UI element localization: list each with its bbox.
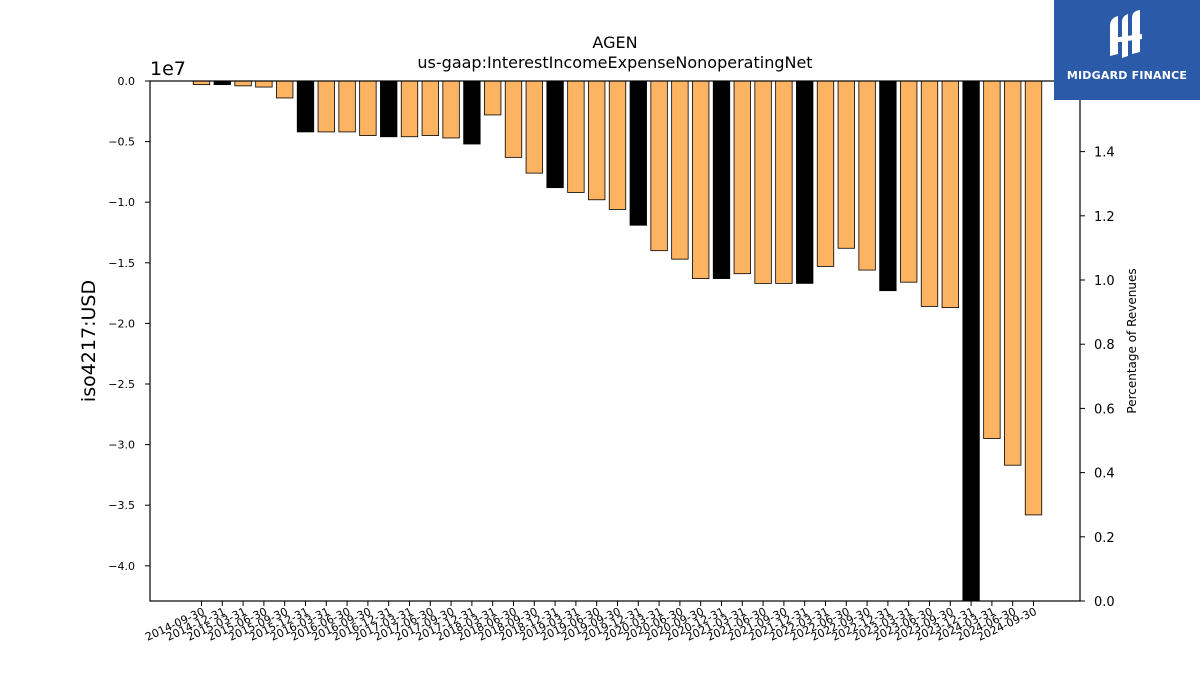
bar-2020-09-30 <box>692 80 710 279</box>
bar-2020-12-31 <box>712 80 731 279</box>
bar-2016-06-30 <box>338 80 356 133</box>
bar-2016-03-31 <box>317 80 335 133</box>
logo-box: MIDGARD FINANCE <box>1054 0 1200 100</box>
y2-tick-label: 1.2 <box>1094 210 1115 225</box>
bar-2018-06-30 <box>504 80 523 158</box>
bar-2022-03-31 <box>816 80 835 267</box>
bar-2018-12-31 <box>546 80 564 189</box>
bar-2021-09-30 <box>775 80 793 284</box>
y2-tick-label: 0.0 <box>1094 595 1115 610</box>
bar-2024-03-31 <box>983 80 1001 439</box>
y-axis-label: iso4217:USD <box>78 280 100 402</box>
bar-2019-06-30 <box>588 80 606 201</box>
y-tick-label: 0.0 <box>118 75 136 88</box>
y2-tick-label: 0.4 <box>1094 467 1115 482</box>
bar-2017-09-30 <box>442 80 460 139</box>
y-tick-label: −2.5 <box>108 378 135 391</box>
bar-2015-12-31 <box>296 80 315 133</box>
y2-tick-label: 1.4 <box>1094 146 1115 161</box>
y-offset-label: 1e7 <box>150 58 186 80</box>
bar-2024-06-30 <box>1004 80 1022 466</box>
logo-mark-icon <box>1110 10 1142 58</box>
bar-2015-09-30 <box>276 80 294 99</box>
bar-2015-06-30 <box>255 80 273 88</box>
bar-2024-09-30 <box>1024 80 1043 516</box>
bar-2017-03-31 <box>400 80 419 138</box>
bar-2019-03-31 <box>567 80 585 193</box>
bar-2020-06-30 <box>671 80 689 260</box>
bar-2023-06-30 <box>920 80 939 307</box>
y2-tick-label: 0.2 <box>1094 531 1115 546</box>
bar-2022-06-30 <box>837 80 855 249</box>
bar-2020-03-31 <box>650 80 668 252</box>
logo-text: MIDGARD FINANCE <box>1066 69 1188 82</box>
bar-2015-03-31 <box>234 80 252 87</box>
bar-2017-12-31 <box>463 80 481 145</box>
bar-2023-09-30 <box>941 80 959 309</box>
chart-title: AGEN <box>592 33 637 52</box>
bar-2021-06-30 <box>754 80 772 284</box>
y2-tick-label: 0.8 <box>1094 338 1115 353</box>
bar-2018-09-30 <box>525 80 543 174</box>
y-tick-label: −0.5 <box>108 136 135 149</box>
bar-2022-12-31 <box>879 80 897 292</box>
bar-2019-12-31 <box>629 80 647 226</box>
bar-2017-06-30 <box>421 80 439 136</box>
bar-2022-09-30 <box>858 80 876 271</box>
bar-2021-03-31 <box>733 80 751 275</box>
y-tick-label: −3.5 <box>108 499 135 512</box>
y2-axis-label: Percentage of Revenues <box>1125 268 1139 413</box>
plot-frame <box>149 80 1081 602</box>
bar-2019-09-30 <box>608 80 627 210</box>
bar-2021-12-31 <box>796 80 814 284</box>
y-tick-label: −1.5 <box>108 257 135 270</box>
bar-2016-09-30 <box>359 80 377 136</box>
bar-2023-03-31 <box>900 80 918 283</box>
bar-2018-03-31 <box>484 80 502 116</box>
y-tick-label: −3.0 <box>108 439 135 452</box>
bar-2023-12-31 <box>962 80 980 602</box>
y-tick-label: −4.0 <box>108 560 135 573</box>
y-tick-label: −1.0 <box>108 196 135 209</box>
chart-subtitle: us-gaap:InterestIncomeExpenseNonoperatin… <box>417 53 812 72</box>
y2-tick-label: 0.6 <box>1094 402 1115 417</box>
bar-2016-12-31 <box>380 80 398 138</box>
y2-tick-label: 1.0 <box>1094 274 1115 289</box>
y-tick-label: −2.0 <box>108 317 135 330</box>
